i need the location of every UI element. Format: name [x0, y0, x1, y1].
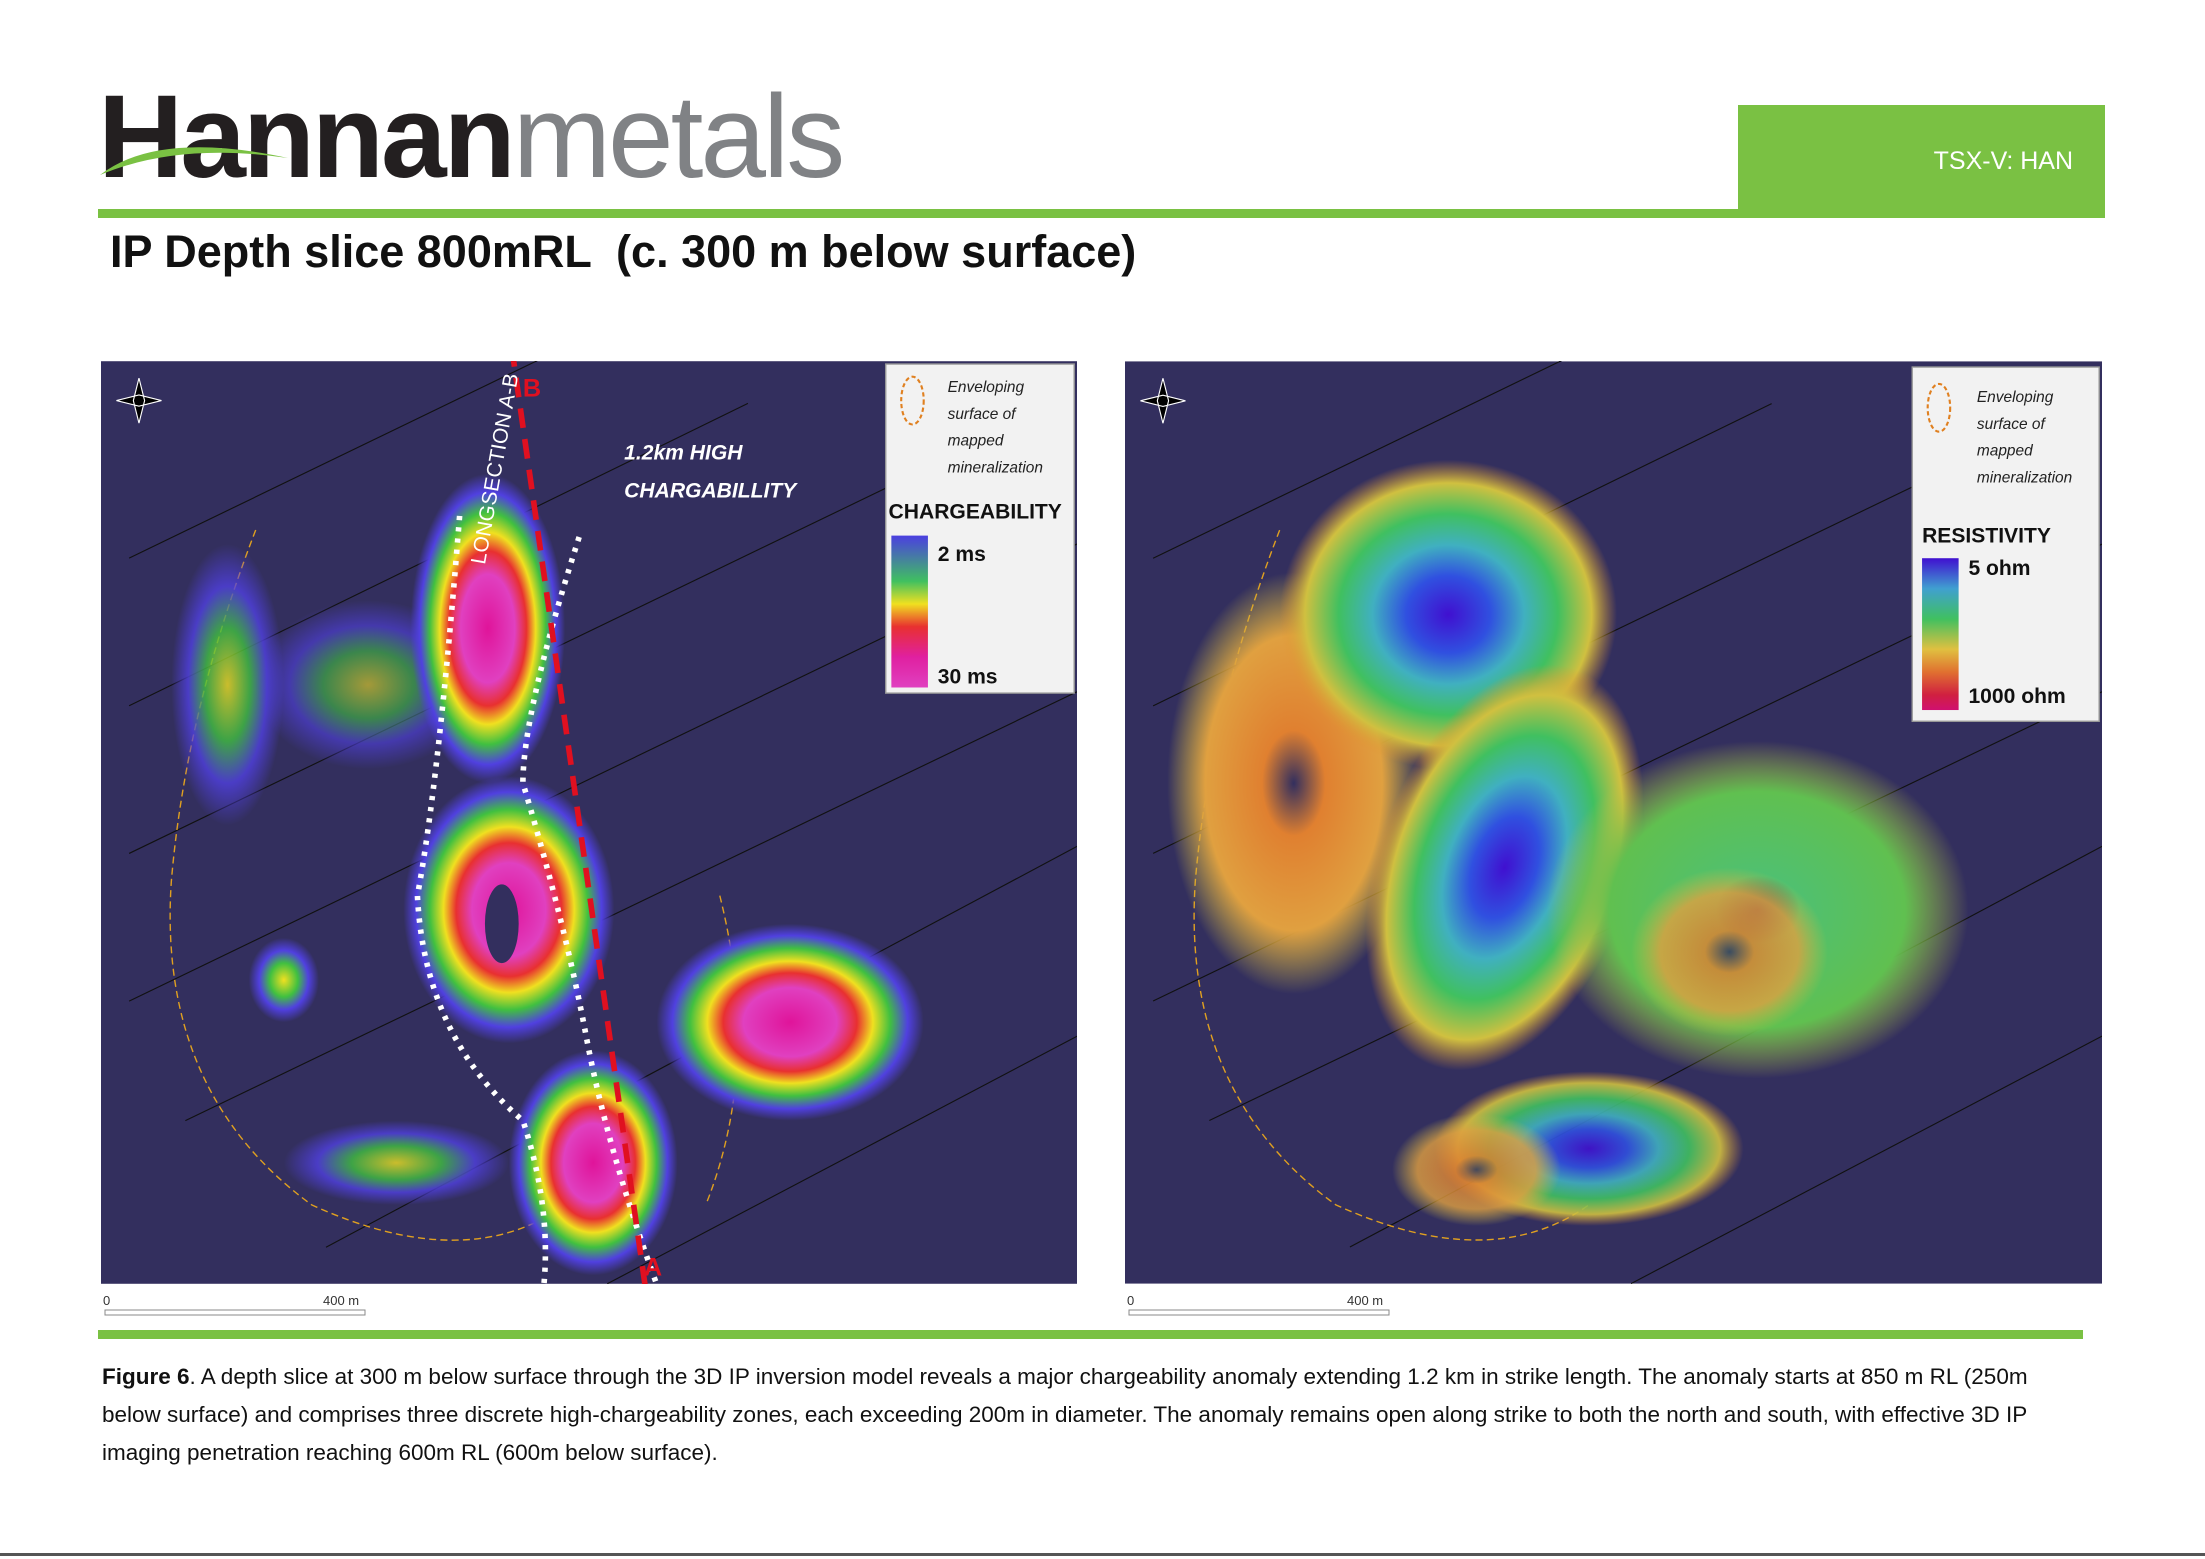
annotation: CHARGABILLITY: [624, 480, 798, 503]
legend-text: surface of: [1977, 416, 2047, 433]
page-edge: [0, 1553, 2205, 1556]
annotation: 1.2km HIGH: [624, 442, 743, 465]
legend-text: Enveloping: [1977, 389, 2054, 406]
legend-label: 5 ohm: [1968, 557, 2030, 580]
legend-text: surface of: [948, 406, 1018, 423]
scale-label: 400 m: [1347, 1293, 1383, 1308]
section-end: A: [644, 1253, 662, 1281]
north-arrow: [116, 377, 162, 424]
legend-heading: RESISTIVITY: [1922, 525, 2051, 548]
legend-text: mapped: [948, 433, 1004, 450]
title: IP Depth slice 800mRL (c. 300 m below su…: [110, 226, 1137, 277]
legend-heading: CHARGEABILITY: [889, 501, 1062, 524]
section-end: B: [523, 374, 541, 402]
caption-label: Figure 6: [102, 1364, 190, 1389]
scale-label: 0: [1127, 1293, 1134, 1308]
logo-swoosh: [100, 147, 288, 175]
rule: [98, 1330, 2083, 1339]
logo-light: metals: [512, 71, 846, 203]
caption: Figure 6. A depth slice at 300 m below s…: [102, 1358, 2092, 1472]
scale-bar: 0 400 m: [103, 1293, 366, 1316]
scale-bar: 0 400 m: [1127, 1293, 1390, 1316]
legend-text: mineralization: [948, 459, 1043, 476]
legend-text: mapped: [1977, 443, 2033, 460]
legend-label: 30 ms: [938, 665, 998, 688]
legend-label: 1000 ohm: [1968, 685, 2065, 708]
caption-text: . A depth slice at 300 m below surface t…: [102, 1364, 2028, 1465]
legend-text: mineralization: [1977, 469, 2072, 486]
ticker-box: TSX-V: HAN: [1738, 105, 2105, 214]
legend-label: 2 ms: [938, 543, 986, 566]
logo-dark: Hannan: [98, 71, 516, 203]
ticker: TSX-V: HAN: [1933, 147, 2073, 175]
rule: [98, 209, 2105, 218]
scale-label: 0: [103, 1293, 110, 1308]
legend-text: Enveloping: [948, 379, 1025, 396]
resistivity-map: Enveloping surface of mapped mineralizat…: [1125, 361, 2102, 1284]
north-arrow: [1140, 378, 1186, 424]
chargeability-map: LONGSECTION A-B B A 1.2km HIGH CHARGABIL…: [101, 361, 1077, 1284]
logo: Hannanmetals: [98, 78, 845, 196]
scale-label: 400 m: [323, 1293, 359, 1308]
